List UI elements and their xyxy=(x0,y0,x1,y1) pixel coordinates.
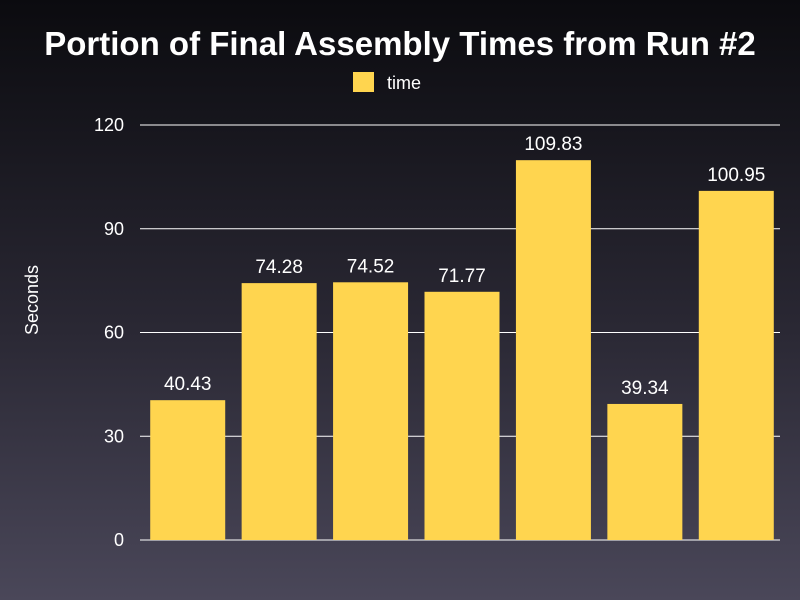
bar-value-label: 71.77 xyxy=(438,266,486,287)
bar xyxy=(333,282,409,540)
legend-label: time xyxy=(387,73,421,93)
bar-value-label: 100.95 xyxy=(707,165,765,186)
bar xyxy=(607,403,683,540)
bar xyxy=(150,400,226,540)
bar xyxy=(698,190,774,540)
y-tick-label: 30 xyxy=(104,426,124,446)
y-tick-label: 0 xyxy=(114,530,124,550)
y-tick-label: 60 xyxy=(104,323,124,343)
bar-value-label: 109.83 xyxy=(524,134,582,155)
bar xyxy=(515,160,591,540)
y-axis-label: Seconds xyxy=(22,265,42,335)
legend-swatch xyxy=(353,72,374,92)
bars xyxy=(150,160,774,540)
bar xyxy=(424,291,500,540)
y-tick-label: 90 xyxy=(104,219,124,239)
y-axis-ticks: 0 30 60 90 120 xyxy=(94,115,124,550)
bar-value-label: 74.28 xyxy=(255,257,303,278)
bar-value-label: 40.43 xyxy=(164,374,212,395)
bar-value-label: 39.34 xyxy=(621,378,669,399)
data-labels: 40.43 74.28 74.52 71.77 109.83 39.34 100.95 xyxy=(164,134,765,399)
y-tick-label: 120 xyxy=(94,115,124,135)
bar-value-label: 74.52 xyxy=(347,256,395,277)
chart-title: Portion of Final Assembly Times from Run… xyxy=(44,25,755,62)
legend: time xyxy=(353,72,421,93)
bar xyxy=(241,283,317,540)
